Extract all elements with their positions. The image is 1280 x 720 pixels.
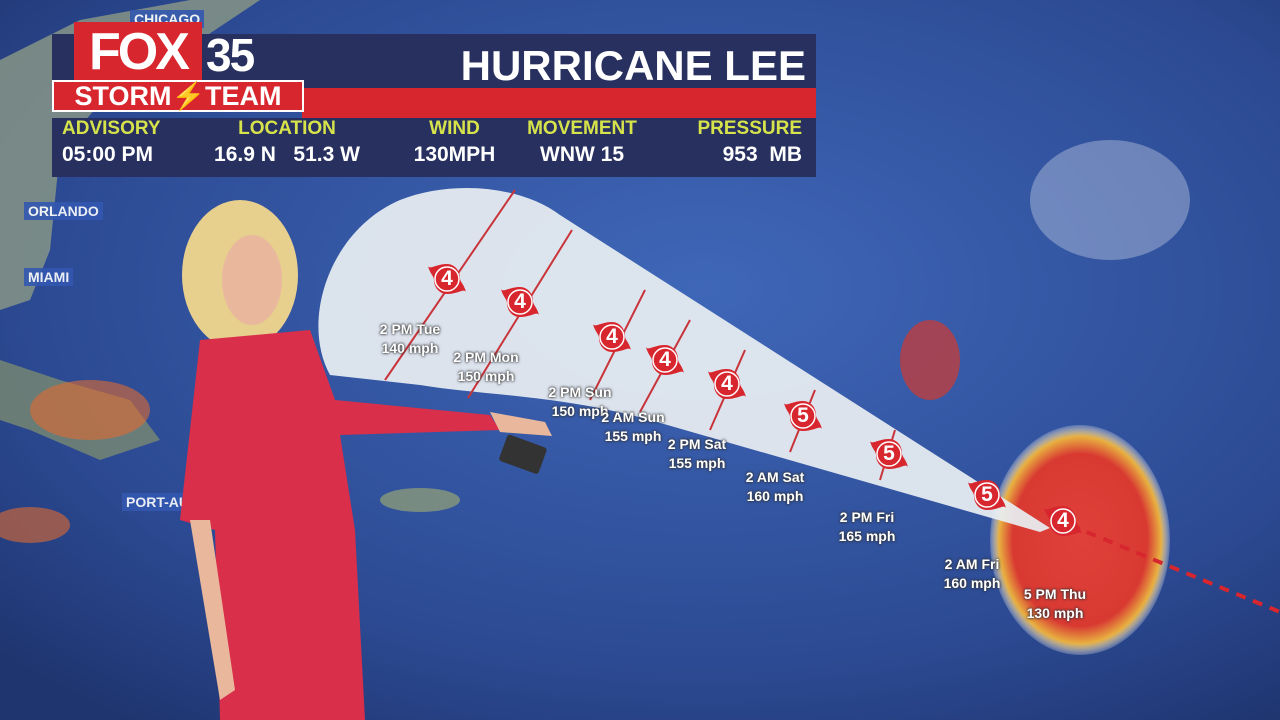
forecast-wind: 150 mph: [457, 368, 515, 384]
forecast-time: 2 AM Sat: [745, 469, 805, 485]
stat-pressure: PRESSURE 953 MB: [697, 118, 802, 166]
stat-location: LOCATION 16.9 N 51.3 W: [214, 118, 360, 166]
hurricane-category-icon: 4: [1042, 500, 1084, 542]
forecast-point-label: 2 PM Fri 165 mph: [839, 508, 896, 546]
forecast-wind: 140 mph: [381, 340, 439, 356]
forecast-time: 5 PM Thu: [1023, 586, 1087, 602]
forecast-time: 2 PM Sat: [667, 436, 727, 452]
hurricane-category-icon: 4: [499, 281, 541, 323]
forecast-point-label: 2 AM Sun 155 mph: [601, 408, 664, 446]
category-number: 5: [883, 442, 895, 465]
category-number: 5: [797, 404, 809, 427]
forecast-time: 2 PM Fri: [839, 509, 895, 525]
category-number: 5: [981, 483, 993, 506]
forecast-point-label: 2 PM Sat 155 mph: [668, 435, 726, 473]
category-number: 4: [659, 348, 671, 371]
forecast-wind: 130 mph: [1026, 605, 1084, 621]
storm-info-banner: FOX 35 STORM⚡TEAM HURRICANE LEE ADVISORY…: [52, 22, 816, 177]
forecast-wind: 155 mph: [604, 428, 662, 444]
storm-title: HURRICANE LEE: [460, 42, 806, 89]
forecast-point-label: 2 PM Tue 140 mph: [380, 320, 440, 358]
stat-movement: MOVEMENT WNW 15: [527, 118, 637, 166]
forecast-point-label: 2 PM Sun 150 mph: [548, 383, 611, 421]
forecast-time: 2 PM Mon: [453, 349, 519, 365]
forecast-wind: 150 mph: [551, 403, 609, 419]
stat-advisory: ADVISORY 05:00 PM: [62, 118, 161, 166]
past-track: [1069, 523, 1280, 614]
category-number: 4: [441, 267, 453, 290]
hurricane-category-icon: 5: [782, 395, 824, 437]
forecast-point-label: 2 AM Fri 160 mph: [944, 555, 1001, 593]
hurricane-category-icon: 4: [644, 339, 686, 381]
category-number: 4: [1057, 509, 1069, 532]
forecast-point-label: 5 PM Thu 130 mph: [1024, 585, 1086, 623]
storm-team-logo: STORM⚡TEAM: [52, 80, 304, 112]
forecast-time: 2 AM Fri: [944, 556, 1000, 572]
forecast-point-label: 2 PM Mon 150 mph: [453, 348, 518, 386]
city-label: ORLANDO: [24, 202, 103, 220]
forecast-time: 2 AM Sun: [601, 409, 665, 425]
hurricane-category-icon: 4: [426, 258, 468, 300]
forecast-wind: 165 mph: [838, 528, 896, 544]
category-number: 4: [514, 290, 526, 313]
hurricane-category-icon: 5: [868, 433, 910, 475]
city-label: PORT-AU: [122, 493, 193, 511]
category-number: 4: [606, 325, 618, 348]
forecast-time: 2 PM Sun: [548, 384, 612, 400]
forecast-cone: [318, 188, 1051, 532]
stat-wind: WIND 130MPH: [413, 118, 496, 166]
presenter: [180, 200, 552, 720]
hurricane-category-icon: 4: [591, 316, 633, 358]
forecast-time: 2 PM Tue: [379, 321, 441, 337]
forecast-wind: 160 mph: [943, 575, 1001, 591]
hurricane-clouds: [990, 425, 1170, 655]
land-hispaniola: [380, 488, 460, 512]
channel-number: 35: [206, 29, 255, 81]
hurricane-category-icon: 5: [966, 474, 1008, 516]
hurricane-category-icon: 4: [706, 363, 748, 405]
forecast-wind: 160 mph: [746, 488, 804, 504]
category-number: 4: [721, 372, 733, 395]
forecast-point-label: 2 AM Sat 160 mph: [746, 468, 805, 506]
city-label: MIAMI: [24, 268, 74, 286]
fox-logo: FOX: [74, 22, 202, 82]
forecast-wind: 155 mph: [668, 455, 726, 471]
